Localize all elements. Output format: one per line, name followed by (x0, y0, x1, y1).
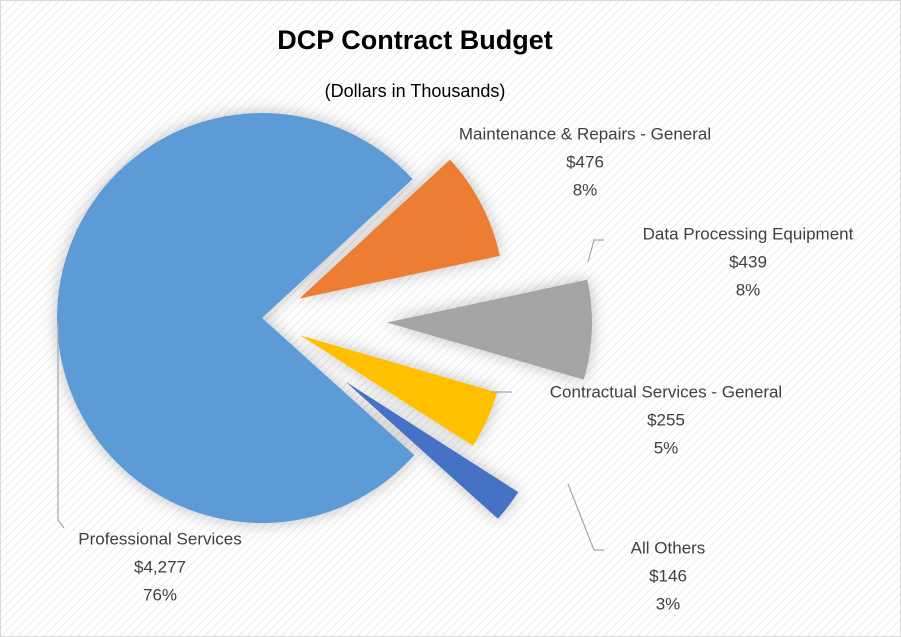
pie-slice (300, 335, 498, 446)
data-label-percent: 3% (656, 594, 681, 613)
pie-slice (299, 159, 500, 299)
leader-line (567, 483, 604, 551)
leader-lines (57, 239, 604, 551)
chart-title: DCP Contract Budget (277, 25, 553, 55)
leader-line (587, 239, 604, 263)
data-label-value: $476 (566, 152, 604, 171)
data-label-percent: 76% (143, 585, 177, 604)
data-label-category: Professional Services (78, 529, 241, 548)
pie (56, 113, 592, 524)
data-label-value: $255 (647, 410, 685, 429)
leader-line (57, 322, 65, 529)
data-label-percent: 8% (736, 280, 761, 299)
data-label-percent: 8% (573, 180, 598, 199)
data-label-category: All Others (631, 538, 706, 557)
pie-slice (56, 113, 415, 524)
pie-slice (345, 381, 519, 519)
data-label-value: $146 (649, 566, 687, 585)
data-label-percent: 5% (654, 438, 679, 457)
data-label-value: $4,277 (134, 557, 186, 576)
data-label-value: $439 (729, 252, 767, 271)
chart-subtitle: (Dollars in Thousands) (325, 81, 506, 101)
data-label-category: Data Processing Equipment (643, 224, 854, 243)
pie-slice (386, 279, 592, 380)
data-label-category: Contractual Services - General (550, 382, 782, 401)
data-label-category: Maintenance & Repairs - General (459, 124, 711, 143)
